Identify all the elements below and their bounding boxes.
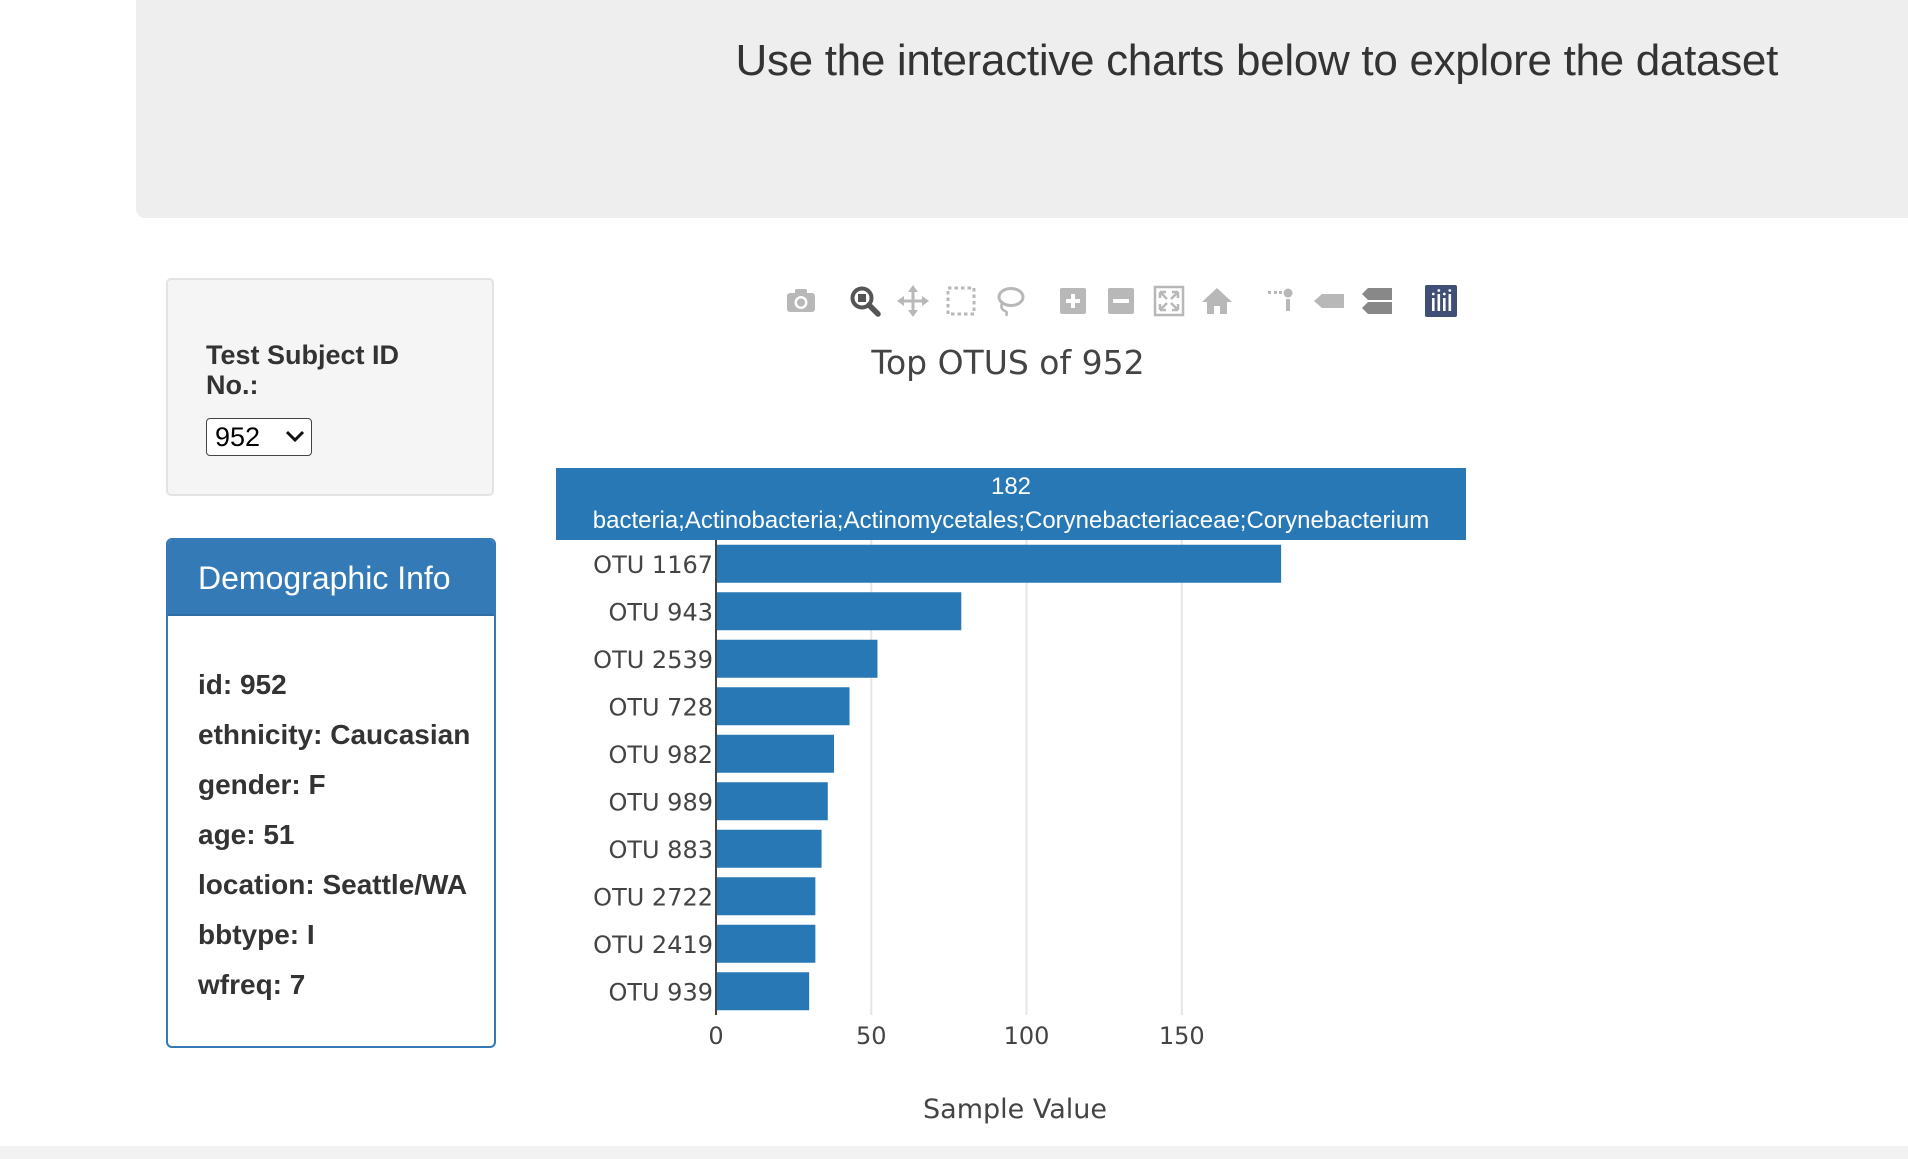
demographic-wfreq: wfreq: 7	[198, 969, 306, 1000]
subject-id-label: Test Subject ID No.:	[206, 340, 400, 400]
zoom-in-icon[interactable]	[1056, 284, 1090, 318]
page-bottom-strip	[0, 1146, 1908, 1159]
y-tick-label: OTU 939	[608, 978, 713, 1006]
chart-title: Top OTUS of 952	[871, 343, 1145, 382]
demographic-ethnicity: ethnicity: Caucasian	[198, 719, 471, 750]
reset-axes-icon[interactable]	[1200, 284, 1234, 318]
demographic-location: location: Seattle/WA	[198, 869, 468, 900]
bar-otu-989[interactable]	[716, 782, 828, 821]
bar-otu-939[interactable]	[716, 972, 810, 1011]
box-select-icon[interactable]	[944, 284, 978, 318]
lasso-select-icon[interactable]	[992, 284, 1026, 318]
x-tick-label: 0	[708, 1022, 723, 1050]
demographic-id: id: 952	[198, 669, 287, 700]
y-tick-label: OTU 2419	[593, 931, 713, 959]
y-tick-label: OTU 2539	[593, 646, 713, 674]
x-tick-label: 50	[856, 1022, 887, 1050]
chevron-down-icon	[285, 430, 305, 443]
bar-otu-2539[interactable]	[716, 639, 878, 678]
y-tick-label: OTU 883	[608, 836, 713, 864]
bar-otu-1167[interactable]	[716, 544, 1282, 583]
chart-modebar	[0, 284, 1908, 320]
demographic-bbtype: bbtype: I	[198, 919, 315, 950]
y-tick-label: OTU 728	[608, 693, 713, 721]
demographic-info-body: id: 952 ethnicity: Caucasian gender: F a…	[168, 616, 494, 1010]
jumbotron-header: Use the interactive charts below to expl…	[136, 0, 1908, 218]
camera-icon[interactable]	[784, 284, 818, 318]
y-tick-label: OTU 982	[608, 741, 713, 769]
hover-tooltip-label: bacteria;Actinobacteria;Actinomycetales;…	[592, 507, 1430, 534]
bar-otu-883[interactable]	[716, 829, 822, 868]
bar-otu-728[interactable]	[716, 687, 850, 726]
hover-tooltip-value: 182	[990, 473, 1032, 500]
y-tick-label: OTU 989	[608, 788, 713, 816]
bar-otu-2419[interactable]	[716, 924, 816, 963]
x-tick-label: 100	[1004, 1022, 1050, 1050]
demographic-info-panel: Demographic Info id: 952 ethnicity: Cauc…	[166, 538, 496, 1048]
plotly-logo-icon[interactable]	[1424, 284, 1458, 318]
hover-tooltip: 182 bacteria;Actinobacteria;Actinomyceta…	[556, 468, 1466, 540]
pan-icon[interactable]	[896, 284, 930, 318]
toggle-spike-lines-icon[interactable]	[1264, 284, 1298, 318]
show-closest-hover-icon[interactable]	[1312, 284, 1346, 318]
subject-id-selected-value: 952	[215, 422, 261, 452]
demographic-gender: gender: F	[198, 769, 326, 800]
demographic-info-title: Demographic Info	[168, 540, 494, 616]
y-tick-label: OTU 1167	[593, 551, 713, 579]
y-tick-label: OTU 943	[608, 598, 713, 626]
zoom-icon[interactable]	[848, 284, 882, 318]
demographic-age: age: 51	[198, 819, 295, 850]
compare-hover-icon[interactable]	[1360, 284, 1394, 318]
x-tick-label: 150	[1159, 1022, 1205, 1050]
subject-id-select[interactable]: 952	[206, 418, 312, 456]
bar-otu-982[interactable]	[716, 734, 834, 773]
subject-selector-well: Test Subject ID No.: 952	[166, 278, 494, 496]
bar-otu-943[interactable]	[716, 592, 962, 631]
y-tick-label: OTU 2722	[593, 883, 713, 911]
zoom-out-icon[interactable]	[1104, 284, 1138, 318]
autoscale-icon[interactable]	[1152, 284, 1186, 318]
bar-otu-2722[interactable]	[716, 877, 816, 916]
page-subtitle: Use the interactive charts below to expl…	[735, 36, 1778, 85]
x-axis-label: Sample Value	[923, 1094, 1107, 1125]
